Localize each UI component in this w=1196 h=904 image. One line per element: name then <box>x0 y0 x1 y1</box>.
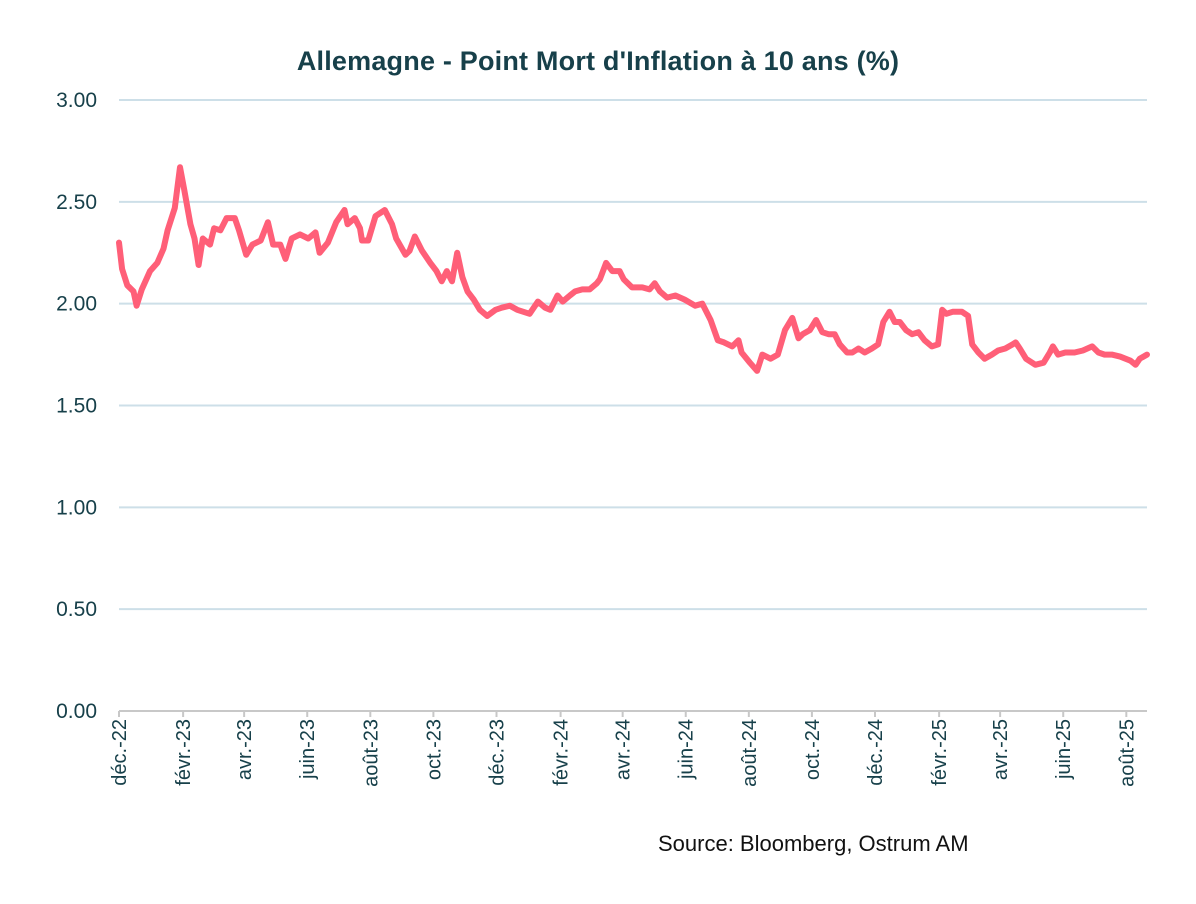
x-tick-label: août-24 <box>739 719 761 787</box>
x-tick-label: oct.-23 <box>423 719 445 780</box>
y-tick-label: 2.00 <box>56 293 97 316</box>
y-tick-label: 0.50 <box>56 598 97 621</box>
y-tick-label: 2.50 <box>56 191 97 214</box>
x-tick-label: déc.-24 <box>865 719 887 786</box>
series-line <box>116 164 1150 374</box>
x-tick-label: juin-23 <box>297 719 319 780</box>
y-tick-label: 0.00 <box>56 700 97 723</box>
x-tick-label: févr.-24 <box>551 719 573 786</box>
x-tick-label: avr.-25 <box>990 719 1012 780</box>
x-tick-label: avr.-23 <box>234 719 256 780</box>
x-tick-label: juin-24 <box>676 719 698 780</box>
y-tick-label: 1.00 <box>56 496 97 519</box>
x-tick-label: août-25 <box>1116 719 1138 787</box>
x-tick-label: févr.-23 <box>173 719 195 786</box>
chart-title: Allemagne - Point Mort d'Inflation à 10 … <box>296 46 900 76</box>
y-tick-label: 3.00 <box>56 89 97 112</box>
x-tick-label: avr.-24 <box>613 719 635 780</box>
y-tick-label: 1.50 <box>56 395 97 418</box>
x-tick-label: juin-25 <box>1053 719 1075 780</box>
x-tick-label: oct.-24 <box>802 719 824 780</box>
source-note: Source: Bloomberg, Ostrum AM <box>658 831 969 856</box>
x-tick-label: févr.-25 <box>929 719 951 786</box>
x-tick-label: août-23 <box>360 719 382 787</box>
x-tick-label: déc.-23 <box>486 719 508 786</box>
x-tick-label: déc.-22 <box>109 719 131 786</box>
